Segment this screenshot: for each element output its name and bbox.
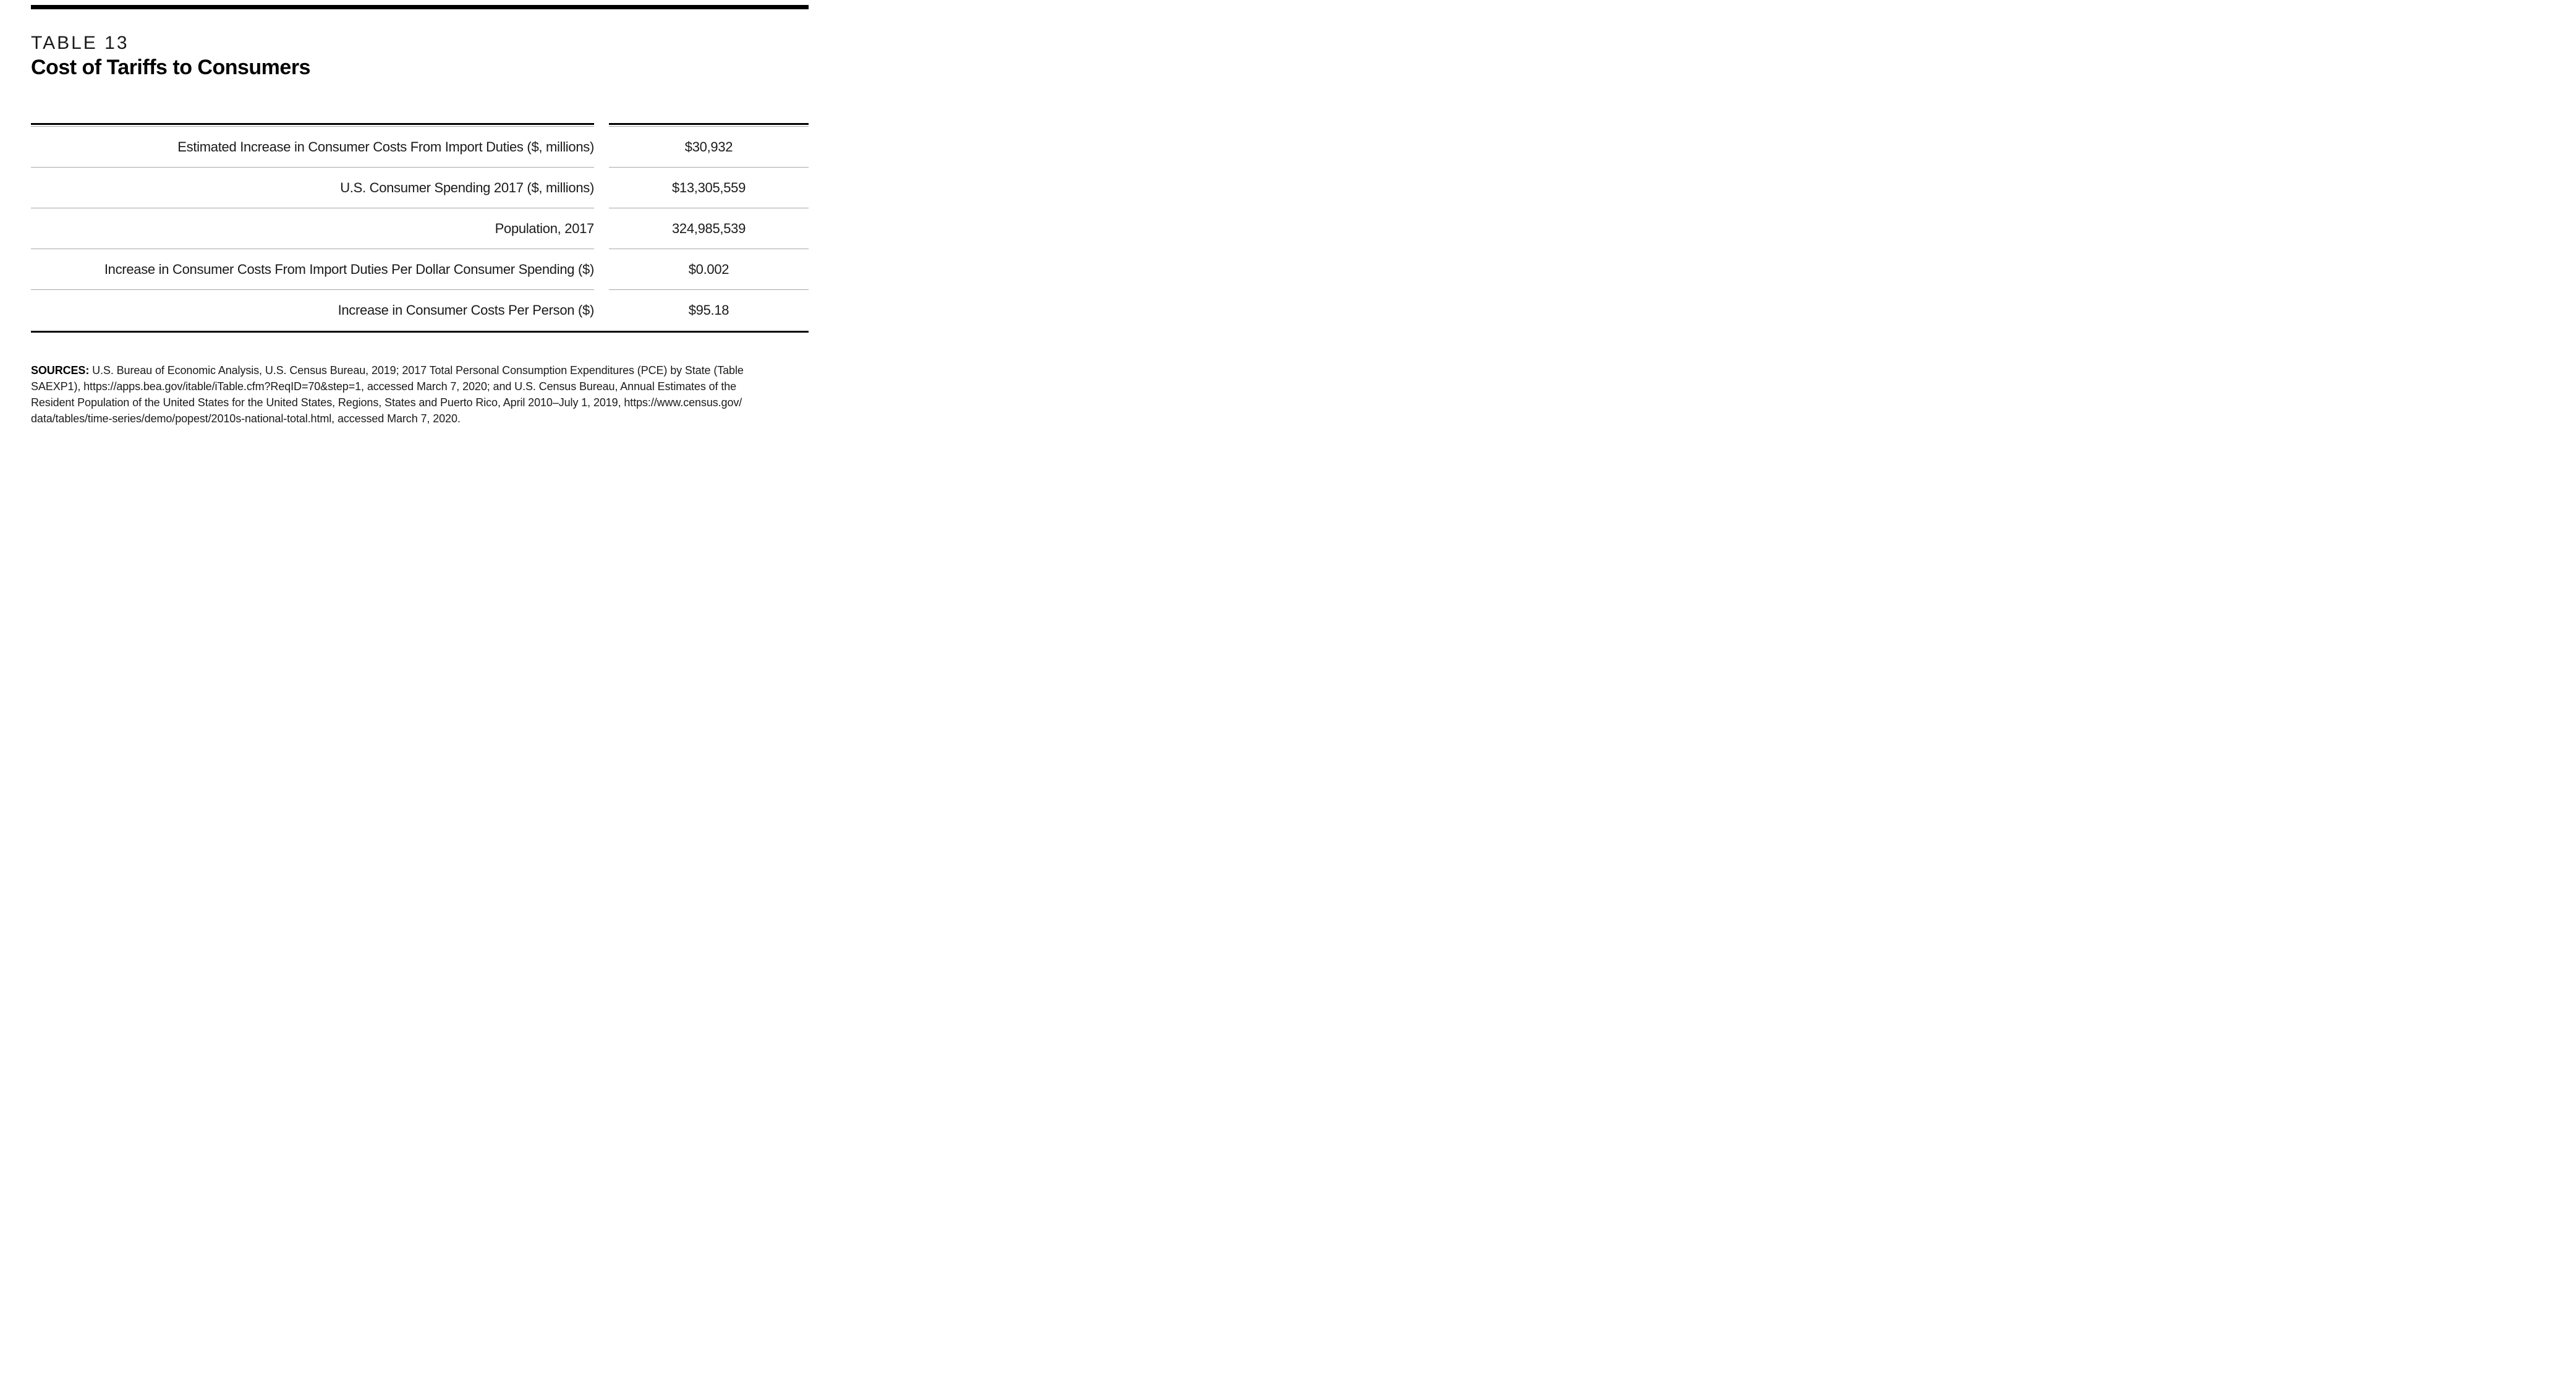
row-label: Estimated Increase in Consumer Costs Fro… [31, 127, 594, 168]
sources-heading: SOURCES: [31, 364, 90, 377]
row-label: U.S. Consumer Spending 2017 ($, millions… [31, 168, 594, 208]
sources-line: SOURCES: U.S. Bureau of Economic Analysi… [31, 362, 822, 378]
table-row: Estimated Increase in Consumer Costs Fro… [31, 127, 809, 168]
sources-line: data/tables/time-series/demo/popest/2010… [31, 412, 461, 425]
row-value: $13,305,559 [609, 168, 809, 208]
top-rule-bar [31, 5, 809, 9]
table-number-label: TABLE 13 [31, 33, 129, 53]
table-row: Population, 2017 324,985,539 [31, 208, 809, 249]
table-top-rule [31, 123, 809, 127]
row-value: $0.002 [609, 249, 809, 290]
sources-line: Resident Population of the United States… [31, 396, 742, 409]
row-label: Increase in Consumer Costs From Import D… [31, 249, 594, 290]
page-title: Cost of Tariffs to Consumers [31, 56, 310, 79]
document-page: TABLE 13 Cost of Tariffs to Consumers Es… [0, 0, 859, 460]
row-value: $30,932 [609, 127, 809, 168]
row-value: 324,985,539 [609, 208, 809, 249]
row-label: Population, 2017 [31, 208, 594, 249]
table-bottom-rule [31, 331, 809, 333]
table-row: U.S. Consumer Spending 2017 ($, millions… [31, 168, 809, 208]
row-value: $95.18 [688, 302, 729, 318]
sources-block: SOURCES: U.S. Bureau of Economic Analysi… [31, 362, 822, 427]
table-row: Increase in Consumer Costs Per Person ($… [31, 290, 809, 331]
data-table: Estimated Increase in Consumer Costs Fro… [31, 123, 809, 333]
row-label: Increase in Consumer Costs Per Person ($… [338, 302, 595, 318]
sources-line-text: U.S. Bureau of Economic Analysis, U.S. C… [92, 364, 744, 377]
table-row: Increase in Consumer Costs From Import D… [31, 249, 809, 290]
sources-line: SAEXP1), https://apps.bea.gov/itable/iTa… [31, 380, 737, 393]
